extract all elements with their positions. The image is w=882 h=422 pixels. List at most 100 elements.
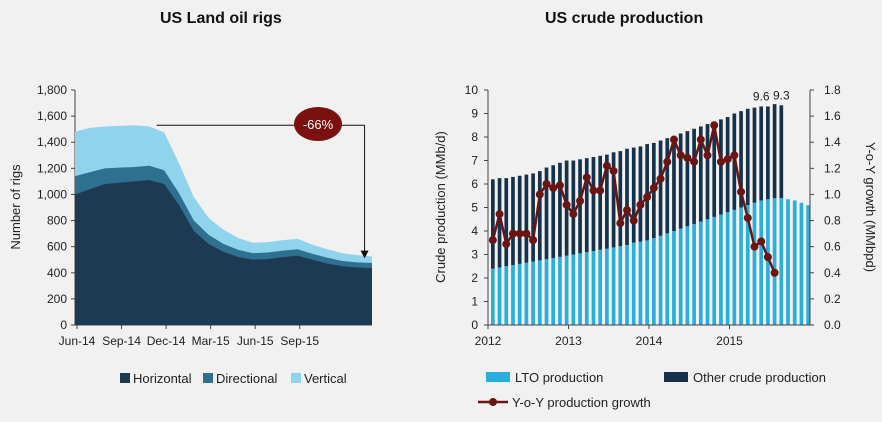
crude-legend-label: LTO production: [515, 370, 603, 385]
crude-bar-lto: [658, 235, 663, 325]
crude-y-tick-label: 0: [471, 318, 478, 332]
crude-growth-point: [676, 151, 685, 160]
rigs-y-tick-label: 1,400: [37, 135, 67, 149]
crude-y2-tick-label: 1.8: [824, 83, 841, 97]
rigs-x-tick-label: Sep-15: [280, 334, 319, 348]
crude-y-tick-label: 9: [471, 107, 478, 121]
crude-bar-lto: [591, 250, 596, 325]
crude-growth-point: [488, 236, 497, 245]
rigs-y-tick-label: 200: [47, 292, 67, 306]
crude-bar-other: [739, 111, 743, 208]
crude-growth-point: [716, 157, 725, 166]
crude-y-tick-label: 7: [471, 154, 478, 168]
crude-growth-point: [535, 190, 544, 199]
crude-bar-other: [531, 173, 535, 262]
crude-growth-point: [663, 157, 672, 166]
crude-bar-other: [779, 105, 784, 199]
crude-y2-axis-label: Y-o-Y growth (MMbpd): [863, 142, 878, 272]
crude-legend-swatch-lto: [486, 372, 510, 382]
crude-bar-other: [745, 108, 750, 206]
crude-bar-other: [625, 148, 629, 246]
crude-growth-point: [703, 151, 712, 160]
crude-bar-other: [491, 179, 495, 269]
crude-bar-lto: [504, 266, 509, 325]
crude-bar-lto: [618, 246, 623, 325]
crude-y2-tick-label: 0.6: [824, 240, 841, 254]
crude-bar-lto: [558, 256, 562, 325]
crude-growth-point: [629, 216, 638, 225]
crude-bar-other: [524, 174, 529, 263]
crude-bar-lto: [685, 226, 690, 325]
crude-bar-lto: [792, 200, 797, 325]
crude-bar-other: [725, 117, 730, 213]
crude-bar-other: [504, 178, 509, 267]
rigs-y-axis-label: Number of rigs: [8, 164, 23, 250]
crude-bar-lto: [672, 231, 676, 325]
crude-growth-point: [542, 180, 551, 188]
crude-bar-lto: [665, 233, 670, 325]
crude-bar-other: [578, 159, 582, 254]
crude-bar-other: [537, 171, 542, 261]
rigs-legend-label: Horizontal: [133, 371, 192, 386]
crude-bar-lto: [524, 262, 529, 325]
crude-y-tick-label: 6: [471, 177, 478, 191]
crude-y-tick-label: 5: [471, 201, 478, 215]
rigs-y-tick-label: 400: [47, 266, 67, 280]
crude-x-tick-label: 2013: [555, 334, 582, 348]
crude-bar-lto: [564, 255, 569, 325]
crude-growth-point: [723, 155, 732, 164]
rigs-y-tick-label: 800: [47, 214, 67, 228]
crude-bar-other: [605, 154, 609, 249]
crude-growth-point: [636, 200, 645, 209]
crude-x-tick-label: 2012: [475, 334, 502, 348]
crude-y2-tick-label: 1.2: [824, 161, 841, 175]
crude-bar-other: [712, 121, 717, 217]
crude-bar-lto: [719, 214, 723, 325]
crude-growth-point: [623, 206, 632, 215]
crude-bar-lto: [571, 254, 576, 325]
rigs-y-tick-label: 1,600: [37, 109, 67, 123]
crude-bar-lto: [584, 252, 589, 325]
crude-bar-other: [558, 162, 562, 257]
crude-bar-other: [517, 175, 522, 264]
crude-bar-other: [719, 119, 723, 215]
rigs-annotation-badge: [294, 107, 342, 141]
crude-growth-point: [656, 174, 665, 183]
crude-growth-point: [549, 183, 558, 192]
rigs-y-tick-label: 1,800: [37, 83, 67, 97]
crude-bar-other: [698, 126, 703, 222]
crude-bar-other: [584, 158, 589, 253]
crude-growth-point: [683, 153, 692, 162]
crude-y2-tick-label: 0.2: [824, 292, 841, 306]
crude-growth-point: [576, 196, 585, 205]
crude-growth-point: [589, 186, 598, 195]
crude-growth-point: [743, 213, 752, 222]
crude-bar-lto: [799, 202, 804, 325]
crude-growth-point: [669, 135, 678, 144]
crude-growth-point: [690, 157, 699, 166]
crude-y2-tick-label: 0.4: [824, 266, 841, 280]
crude-bar-lto: [698, 221, 703, 325]
crude-bar-lto: [517, 263, 522, 325]
crude-bar-lto: [645, 240, 649, 325]
crude-bar-lto: [732, 209, 737, 325]
crude-bar-lto: [544, 259, 549, 325]
crude-y2-tick-label: 1.4: [824, 135, 841, 149]
crude-bar-lto: [631, 242, 636, 325]
crude-x-tick-label: 2015: [716, 334, 743, 348]
crude-y2-tick-label: 1.0: [824, 187, 841, 201]
crude-bar-lto: [705, 219, 710, 325]
crude-growth-point: [737, 187, 746, 196]
crude-bar-top-label: 9.3: [773, 88, 790, 102]
rigs-y-tick-label: 1,200: [37, 161, 67, 175]
crude-growth-point: [582, 173, 591, 182]
crude-growth-point: [643, 193, 652, 202]
crude-growth-point: [696, 135, 705, 144]
rigs-area-horizontal: [75, 180, 372, 325]
crude-growth-point: [508, 229, 517, 238]
crude-y2-tick-label: 1.6: [824, 109, 841, 123]
crude-bar-other: [591, 156, 596, 251]
crude-bar-lto: [759, 200, 764, 325]
crude-bar-other: [752, 107, 757, 203]
crude-bar-lto: [578, 253, 582, 325]
